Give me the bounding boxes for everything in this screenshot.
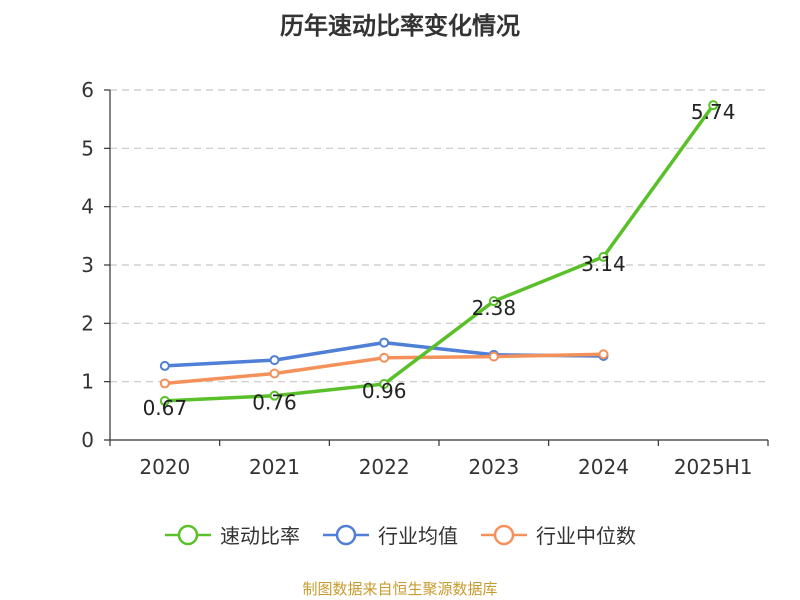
source-caption: 制图数据来自恒生聚源数据库 bbox=[302, 580, 498, 598]
data-label: 0.96 bbox=[362, 379, 407, 403]
y-tick-label: 5 bbox=[81, 136, 94, 160]
data-point bbox=[598, 349, 609, 360]
data-point bbox=[379, 337, 390, 348]
legend-label: 速动比率 bbox=[220, 524, 300, 548]
y-tick-label: 0 bbox=[81, 428, 94, 452]
legend-marker-icon bbox=[323, 524, 369, 545]
legend-circle bbox=[177, 524, 199, 545]
data-label: 5.74 bbox=[691, 100, 736, 124]
data-point bbox=[708, 100, 719, 111]
x-tick-label: 2022 bbox=[359, 455, 410, 479]
data-point bbox=[159, 360, 170, 371]
y-tick-label: 2 bbox=[81, 311, 94, 335]
y-tick-label: 1 bbox=[81, 370, 94, 394]
x-tick-label: 2023 bbox=[468, 455, 519, 479]
chart-title: 历年速动比率变化情况 bbox=[280, 12, 520, 40]
legend: 速动比率 行业均值 行业中位数 bbox=[0, 520, 800, 549]
data-point bbox=[488, 296, 499, 307]
legend-circle bbox=[493, 524, 515, 545]
legend-marker-icon bbox=[165, 524, 211, 545]
axes: 0 1 2 3 4 5 6 2020 2021 2022 2023 2024 2025H1 bbox=[81, 78, 769, 479]
legend-marker-icon bbox=[481, 524, 527, 545]
data-point bbox=[269, 390, 280, 401]
data-label: 2.38 bbox=[472, 296, 517, 320]
data-point bbox=[269, 368, 280, 379]
x-tick-label: 2024 bbox=[578, 455, 629, 479]
data-point bbox=[159, 378, 170, 389]
data-point bbox=[379, 352, 390, 363]
data-label: 0.67 bbox=[143, 396, 188, 420]
x-tick-label: 2021 bbox=[249, 455, 300, 479]
data-point bbox=[488, 351, 499, 362]
legend-label: 行业均值 bbox=[378, 524, 458, 548]
data-label: 3.14 bbox=[581, 252, 626, 276]
data-point bbox=[379, 379, 390, 389]
x-tick-label: 2025H1 bbox=[674, 455, 753, 479]
data-point bbox=[269, 355, 280, 366]
legend-item[interactable]: 行业中位数 bbox=[480, 520, 636, 549]
y-tick-label: 6 bbox=[81, 78, 94, 102]
legend-item[interactable]: 速动比率 bbox=[164, 520, 300, 549]
series-lines bbox=[159, 100, 719, 406]
x-tick-label: 2020 bbox=[139, 455, 190, 479]
data-point bbox=[159, 395, 170, 406]
grid-lines bbox=[110, 89, 768, 383]
data-labels: 0.67 0.76 0.96 2.38 3.14 5.74 bbox=[143, 100, 736, 420]
legend-label: 行业中位数 bbox=[536, 524, 636, 548]
legend-circle bbox=[335, 524, 357, 545]
series-line bbox=[164, 104, 715, 403]
y-tick-label: 3 bbox=[81, 253, 94, 277]
data-point bbox=[598, 251, 609, 262]
legend-item[interactable]: 行业均值 bbox=[322, 520, 458, 549]
y-tick-label: 4 bbox=[81, 195, 94, 219]
data-label: 0.76 bbox=[252, 391, 297, 415]
